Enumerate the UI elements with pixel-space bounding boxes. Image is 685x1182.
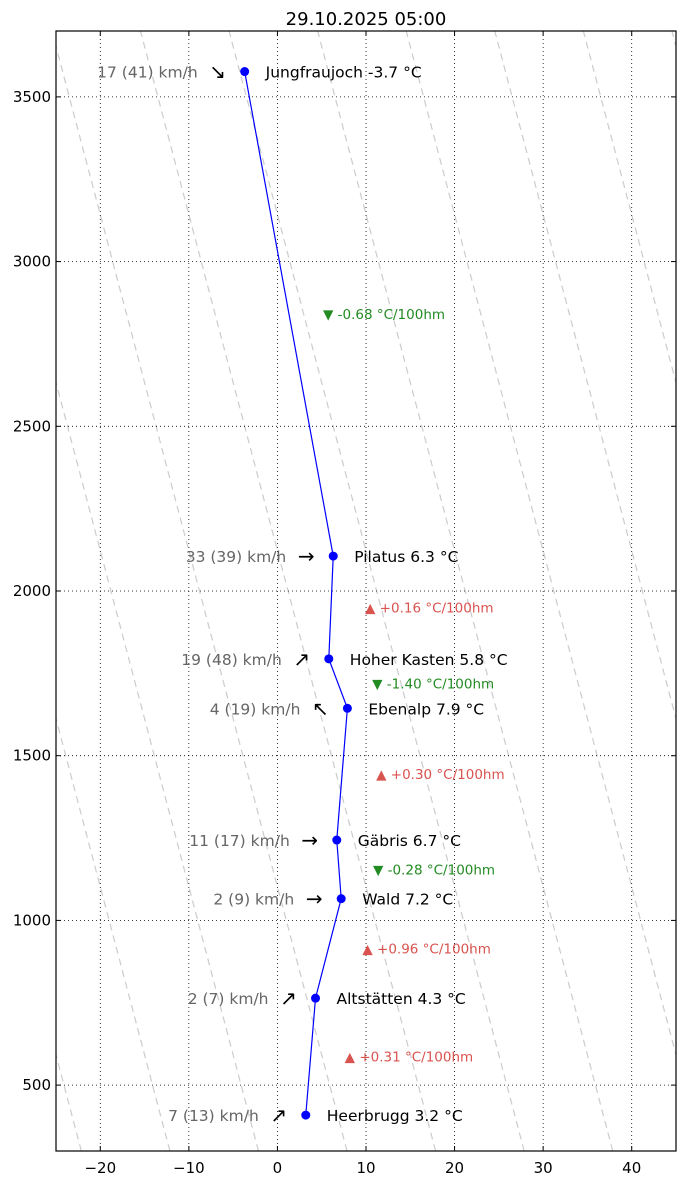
x-tick-label: 30: [534, 1159, 553, 1177]
station-label: Pilatus 6.3 °C: [354, 548, 458, 566]
temperature-profile-line: [244, 71, 349, 1116]
dry-adiabat-line: [317, 31, 614, 1151]
x-tick-label: 40: [622, 1159, 641, 1177]
dry-adiabat-line: [582, 31, 676, 385]
y-tick-label: 500: [22, 1076, 51, 1094]
station-point: [336, 894, 346, 904]
wind-speed-label: 2 (9) km/h: [213, 891, 294, 909]
wind-speed-label: 19 (48) km/h: [181, 651, 282, 669]
grid: [56, 31, 676, 1151]
y-tick-label: 3500: [13, 88, 51, 106]
dry-adiabat-line: [56, 380, 260, 1151]
x-tick-label: 10: [356, 1159, 375, 1177]
y-tick-label: 1000: [13, 911, 51, 929]
station-point: [342, 703, 352, 713]
dry-adiabat-line: [494, 31, 676, 722]
station-label: Hoher Kasten 5.8 °C: [350, 651, 508, 669]
wind-speed-label: 7 (13) km/h: [168, 1107, 259, 1125]
wind-speed-label: 4 (19) km/h: [210, 700, 301, 718]
station-point: [332, 835, 342, 845]
axis-ticks: −20 −10 0 10 20 30 40 500 1000 1500 2000 2500 3000 35…: [13, 31, 676, 1177]
wind-direction-arrow-icon: ↘: [209, 60, 226, 84]
station-point: [301, 1110, 311, 1120]
x-tick-label: 20: [445, 1159, 464, 1177]
y-tick-label: 3000: [13, 253, 51, 271]
plot-frame: [55, 30, 677, 1152]
station-point: [240, 67, 250, 77]
station-label: Gäbris 6.7 °C: [358, 832, 461, 850]
wind-direction-arrow-icon: →: [301, 828, 318, 852]
lapse-rate-label: ▼ -0.68 °C/100hm: [323, 307, 445, 323]
wind-direction-arrow-icon: ↗: [270, 1103, 287, 1127]
profile-series: [240, 67, 352, 1120]
wind-speed-label: 2 (7) km/h: [188, 990, 269, 1008]
lapse-rate-label: ▲ +0.96 °C/100hm: [362, 941, 491, 957]
wind-speed-label: 17 (41) km/h: [97, 64, 198, 82]
station-point: [328, 551, 338, 561]
lapse-rate-label: ▼ -0.28 °C/100hm: [373, 862, 495, 878]
dry-adiabat-line: [56, 716, 171, 1151]
wind-speed-label: 11 (17) km/h: [189, 832, 290, 850]
lapse-rate-label: ▼ -1.40 °C/100hm: [372, 677, 494, 693]
station-label: Heerbrugg 3.2 °C: [327, 1107, 463, 1125]
y-tick-label: 2500: [13, 417, 51, 435]
wind-speed-label: 33 (39) km/h: [186, 548, 287, 566]
x-tick-label: −10: [173, 1159, 205, 1177]
wind-direction-arrow-icon: →: [298, 544, 315, 568]
annotations: Heerbrugg 3.2 °C ↗ 7 (13) km/h Altstätten 4…: [97, 60, 507, 1128]
dry-adiabats: [56, 31, 676, 1151]
wind-direction-arrow-icon: ↖: [312, 696, 329, 720]
chart-title: 29.10.2025 05:00: [286, 9, 447, 30]
wind-direction-arrow-icon: →: [306, 887, 323, 911]
dry-adiabat-line: [405, 31, 676, 1058]
wind-direction-arrow-icon: ↗: [280, 986, 297, 1010]
station-label: Jungfraujoch -3.7 °C: [265, 64, 422, 82]
station-point: [311, 993, 321, 1003]
y-tick-label: 1500: [13, 747, 51, 765]
lapse-rate-label: ▲ +0.31 °C/100hm: [345, 1050, 474, 1066]
wind-direction-arrow-icon: ↗: [293, 647, 310, 671]
station-label: Wald 7.2 °C: [362, 891, 453, 909]
station-label: Altstätten 4.3 °C: [337, 990, 466, 1008]
station-label: Ebenalp 7.9 °C: [368, 700, 484, 718]
lapse-rate-label: ▲ +0.16 °C/100hm: [365, 600, 494, 616]
y-tick-label: 2000: [13, 582, 51, 600]
x-tick-label: 0: [273, 1159, 283, 1177]
x-tick-label: −20: [84, 1159, 116, 1177]
lapse-rate-label: ▲ +0.30 °C/100hm: [376, 767, 505, 783]
station-point: [324, 654, 334, 664]
dry-adiabat-line: [56, 44, 348, 1151]
